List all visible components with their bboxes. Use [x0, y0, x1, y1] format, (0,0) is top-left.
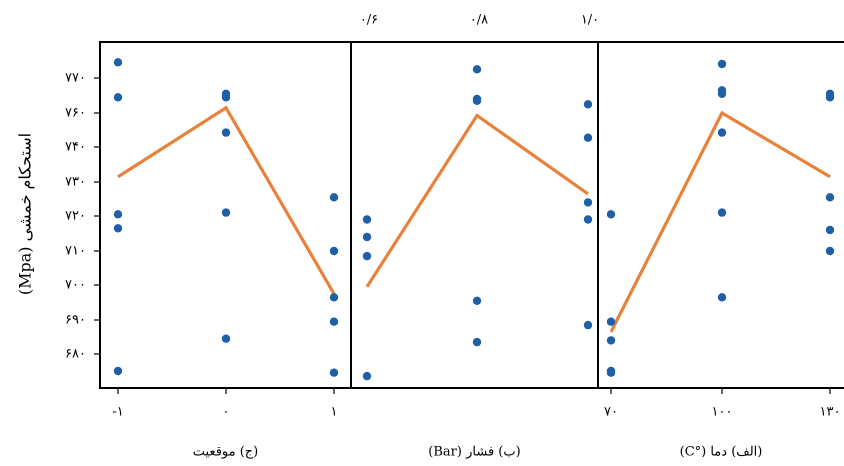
data-point-position — [221, 208, 231, 217]
data-point-temperature — [717, 208, 727, 217]
data-point-pressure — [583, 320, 593, 330]
panel-frames — [99, 41, 844, 389]
y-tick-label: ۶۸۰ — [65, 347, 86, 362]
data-point-temperature — [717, 128, 727, 137]
x-axis-title-pressure: (ب) فشار (Bar) — [428, 445, 520, 460]
x-tick-label-pressure: ۰/۶ — [360, 13, 378, 28]
data-point-temperature — [825, 246, 835, 256]
data-point-pressure — [362, 371, 372, 381]
data-point-temperature — [606, 336, 616, 345]
data-point-temperature — [717, 293, 727, 302]
y-tick-label: ۷۶۰ — [65, 106, 86, 121]
data-point-position — [113, 93, 123, 102]
y-tick-label: ۷۲۰ — [65, 209, 86, 224]
data-point-pressure — [472, 65, 482, 74]
x-tick-label-position: -۱ — [112, 405, 123, 420]
x-tick-label-temperature: ۱۰۰ — [712, 405, 733, 420]
y-tick-label: ۷۰۰ — [65, 278, 86, 293]
x-tick-label-temperature: ۷۰ — [604, 405, 618, 420]
data-point-temperature — [825, 93, 835, 102]
data-point-temperature — [606, 368, 616, 377]
data-point-position — [221, 93, 231, 102]
x-tick-labels: -۱ ۰ ۱ ۰/۶ ۰/۸ ۱/۰ ۷۰ ۱۰۰ ۱۳۰ — [112, 13, 840, 420]
data-point-temperature — [717, 89, 727, 99]
y-tick-label: ۷۱۰ — [65, 244, 86, 259]
data-points — [113, 58, 835, 381]
data-point-pressure — [472, 296, 482, 305]
data-point-pressure — [362, 251, 372, 261]
data-point-position — [329, 368, 339, 377]
y-tick-label: ۷۳۰ — [65, 175, 86, 190]
x-tick-label-pressure: ۰/۸ — [470, 13, 488, 28]
data-point-temperature — [825, 193, 835, 202]
plot-frame — [99, 41, 844, 389]
data-point-temperature — [606, 317, 616, 326]
data-point-position — [113, 58, 123, 67]
x-tick-label-pressure: ۱/۰ — [581, 13, 599, 28]
x-axis-title-position: (ج) موقعیت — [193, 445, 259, 460]
y-tick-label: ۷۴۰ — [65, 140, 86, 155]
data-point-position — [329, 246, 339, 256]
data-point-position — [113, 366, 123, 376]
y-tick-label: ۶۹۰ — [65, 313, 86, 328]
data-point-position — [113, 224, 123, 233]
x-tick-label-temperature: ۱۳۰ — [820, 405, 841, 420]
y-axis-title: استحکام خمشی (Mpa) — [16, 133, 35, 295]
data-point-position — [221, 128, 231, 137]
data-point-pressure — [583, 215, 593, 224]
mean-line-temperature — [609, 110, 831, 333]
data-point-position — [221, 334, 231, 343]
x-axis-title-temperature: (الف) دما (°C) — [680, 445, 763, 460]
data-point-pressure — [472, 337, 482, 347]
data-point-temperature — [606, 210, 616, 219]
y-tick-label: ۷۷۰ — [65, 71, 86, 86]
data-point-position — [113, 210, 123, 219]
mean-line-pressure — [365, 113, 589, 288]
x-axis-titles: (ج) موقعیت (ب) فشار (Bar) (الف) دما (°C) — [193, 445, 763, 460]
data-point-temperature — [825, 225, 835, 235]
data-point-pressure — [583, 133, 593, 142]
mean-lines — [117, 105, 831, 333]
data-point-position — [329, 293, 339, 302]
data-point-pressure — [362, 232, 372, 242]
data-point-position — [329, 317, 339, 326]
data-point-position — [329, 193, 339, 202]
data-point-pressure — [472, 96, 482, 106]
y-axis: ۶۸۰ ۶۹۰ ۷۰۰ ۷۱۰ ۷۲۰ ۷۳۰ ۷۴۰ ۷۶۰ ۷۷۰ — [65, 71, 100, 362]
data-point-pressure — [583, 100, 593, 109]
data-point-temperature — [717, 59, 727, 69]
x-tick-label-position: ۱ — [331, 405, 338, 420]
x-tick-label-position: ۰ — [223, 405, 230, 420]
mean-line-position — [117, 105, 336, 295]
data-point-pressure — [583, 198, 593, 207]
data-point-pressure — [362, 215, 372, 224]
